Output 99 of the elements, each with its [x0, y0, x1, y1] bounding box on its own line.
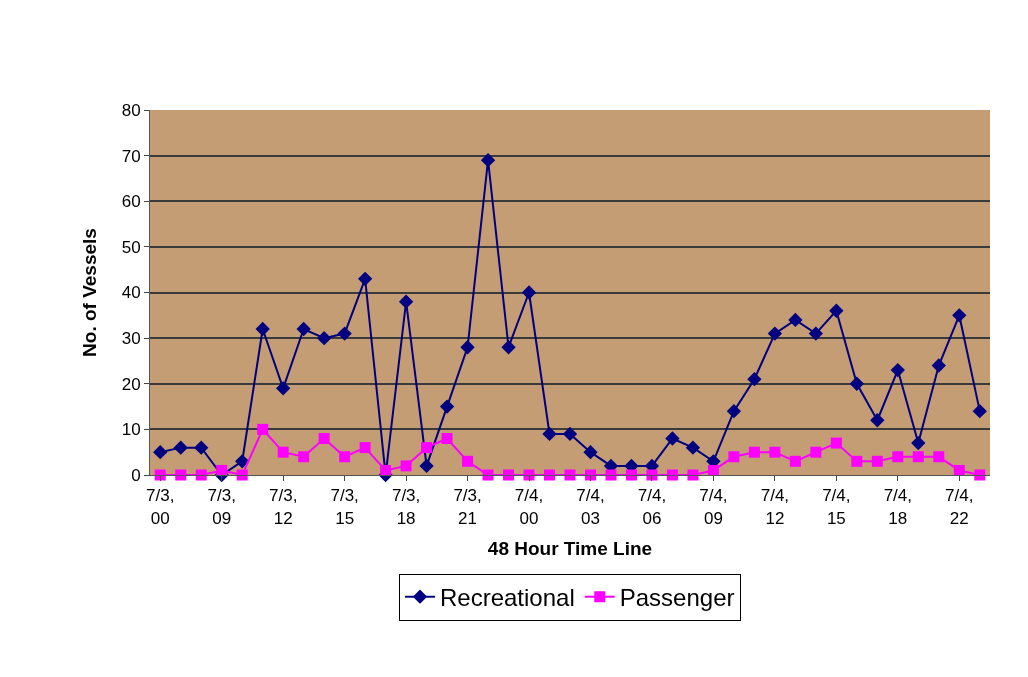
point — [480, 153, 496, 168]
point — [153, 445, 168, 460]
point — [564, 469, 576, 481]
point — [317, 330, 332, 346]
point — [195, 469, 207, 481]
legend-label: Passenger — [619, 584, 735, 612]
point — [605, 469, 617, 481]
point — [892, 451, 904, 463]
point — [357, 271, 373, 286]
point — [810, 446, 822, 458]
point — [953, 464, 965, 476]
point — [236, 469, 248, 481]
point — [870, 413, 885, 428]
point — [255, 321, 270, 337]
point — [175, 469, 187, 481]
point — [666, 469, 678, 481]
point — [747, 372, 762, 387]
y-tick-label: 30 — [121, 329, 141, 349]
point — [216, 464, 228, 476]
point — [501, 340, 516, 355]
y-tick-label: 0 — [131, 465, 141, 485]
point — [337, 326, 352, 341]
point — [441, 433, 453, 444]
point — [380, 464, 392, 476]
point — [788, 312, 803, 328]
y-axis-title: No. of Vessels — [78, 228, 100, 357]
point — [849, 376, 864, 391]
x-tick-label: 7/3, 12 — [268, 486, 298, 528]
y-tick-label: 70 — [121, 146, 141, 166]
y-tick-label: 50 — [121, 237, 141, 257]
point — [931, 358, 946, 373]
point — [419, 458, 434, 474]
y-tick-label: 80 — [121, 100, 141, 120]
y-tick-label: 40 — [121, 283, 141, 303]
point — [521, 285, 537, 300]
point — [173, 440, 188, 455]
point — [769, 446, 781, 458]
y-tick-label: 20 — [121, 374, 141, 394]
point — [728, 451, 740, 463]
point — [421, 442, 433, 454]
x-tick-label: 7/3, 18 — [391, 486, 421, 528]
point — [277, 446, 289, 458]
point — [911, 435, 926, 451]
x-tick-label: 7/4, 18 — [883, 486, 912, 528]
point — [482, 469, 494, 481]
point — [398, 294, 414, 309]
point — [460, 340, 475, 355]
point — [912, 451, 924, 463]
point — [748, 446, 760, 458]
point — [462, 455, 474, 467]
point — [318, 433, 330, 444]
point — [851, 455, 863, 467]
point — [298, 451, 310, 463]
point — [767, 326, 783, 341]
point — [974, 469, 986, 481]
x-tick-label: 7/4, 15 — [822, 486, 851, 528]
point — [339, 451, 351, 463]
point — [933, 451, 945, 463]
point — [972, 403, 987, 419]
point — [583, 445, 598, 460]
point — [296, 321, 311, 337]
point — [952, 308, 967, 323]
x-tick-label: 7/4, 09 — [699, 486, 728, 528]
point — [503, 469, 515, 481]
point — [542, 426, 557, 442]
point — [194, 440, 209, 455]
point — [235, 454, 250, 469]
point — [685, 440, 701, 455]
point — [544, 469, 556, 481]
point — [726, 403, 742, 419]
point — [359, 442, 371, 454]
x-tick-label: 7/4, 12 — [760, 486, 790, 528]
point — [890, 362, 905, 378]
point — [829, 303, 844, 318]
point — [562, 426, 578, 442]
legend-label: Recreational — [440, 584, 575, 612]
point — [625, 469, 637, 481]
point — [789, 455, 801, 467]
point — [400, 460, 412, 472]
y-tick-label: 60 — [121, 192, 141, 212]
point — [665, 431, 680, 446]
x-tick-label: 7/3, 09 — [207, 486, 236, 528]
point — [707, 464, 719, 476]
x-tick-label: 7/4, 00 — [514, 486, 544, 528]
point — [808, 326, 823, 341]
x-tick-label: 7/4, 06 — [637, 486, 667, 528]
x-tick-label: 7/3, 00 — [146, 486, 175, 528]
point — [830, 437, 842, 449]
x-tick-label: 7/4, 03 — [576, 486, 605, 528]
x-tick-label: 7/3, 15 — [330, 486, 359, 528]
y-tick-label: 10 — [121, 420, 141, 440]
x-axis-title: 48 Hour Time Line — [487, 538, 653, 560]
point — [257, 423, 269, 435]
point — [871, 455, 883, 467]
point — [687, 469, 699, 481]
x-tick-label: 7/4, 22 — [945, 486, 974, 528]
x-tick-label: 7/3, 21 — [453, 486, 482, 528]
point — [439, 399, 455, 414]
point — [276, 381, 291, 396]
